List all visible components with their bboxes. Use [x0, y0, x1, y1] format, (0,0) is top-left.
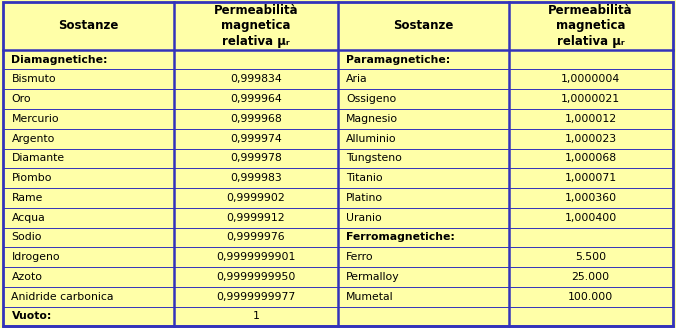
Text: Magnesio: Magnesio: [346, 114, 398, 124]
Text: Uranio: Uranio: [346, 213, 382, 223]
Text: Permeabilità
magnetica
relativa μᵣ: Permeabilità magnetica relativa μᵣ: [548, 4, 633, 48]
Text: 1,000012: 1,000012: [564, 114, 617, 124]
Text: Aria: Aria: [346, 74, 368, 84]
Text: 0,9999902: 0,9999902: [226, 193, 285, 203]
Text: Titanio: Titanio: [346, 173, 383, 183]
Text: Piombo: Piombo: [11, 173, 52, 183]
Text: Azoto: Azoto: [11, 272, 43, 282]
Text: Diamagnetiche:: Diamagnetiche:: [11, 54, 108, 65]
Text: 0,9999999901: 0,9999999901: [216, 252, 295, 262]
Text: 1,000360: 1,000360: [564, 193, 617, 203]
Text: Anidride carbonica: Anidride carbonica: [11, 292, 114, 302]
Text: 1: 1: [253, 312, 260, 321]
Text: Ossigeno: Ossigeno: [346, 94, 396, 104]
Text: 0,999964: 0,999964: [230, 94, 282, 104]
Text: 100.000: 100.000: [568, 292, 613, 302]
Text: Sostanze: Sostanze: [59, 19, 119, 32]
Text: 1,0000004: 1,0000004: [561, 74, 621, 84]
Text: 0,999978: 0,999978: [230, 154, 282, 163]
Text: 0,9999912: 0,9999912: [226, 213, 285, 223]
Text: Platino: Platino: [346, 193, 383, 203]
Text: Permalloy: Permalloy: [346, 272, 400, 282]
Text: Idrogeno: Idrogeno: [11, 252, 60, 262]
Text: Mumetal: Mumetal: [346, 292, 393, 302]
Text: 0,999974: 0,999974: [230, 133, 282, 144]
Text: Permeabilità
magnetica
relativa μᵣ: Permeabilità magnetica relativa μᵣ: [214, 4, 298, 48]
Text: 0,999834: 0,999834: [230, 74, 282, 84]
Text: Oro: Oro: [11, 94, 31, 104]
Text: Diamante: Diamante: [11, 154, 65, 163]
Text: 0,999983: 0,999983: [230, 173, 282, 183]
Text: 1,0000021: 1,0000021: [561, 94, 620, 104]
Text: 25.000: 25.000: [572, 272, 610, 282]
Text: 0,9999976: 0,9999976: [226, 233, 285, 242]
Text: 5.500: 5.500: [575, 252, 606, 262]
Text: 1,000023: 1,000023: [564, 133, 617, 144]
Text: Sodio: Sodio: [11, 233, 42, 242]
Text: Ferro: Ferro: [346, 252, 374, 262]
Text: Tungsteno: Tungsteno: [346, 154, 402, 163]
Text: Rame: Rame: [11, 193, 43, 203]
Text: Argento: Argento: [11, 133, 55, 144]
Text: Vuoto:: Vuoto:: [11, 312, 52, 321]
Text: Mercurio: Mercurio: [11, 114, 59, 124]
Text: 1,000071: 1,000071: [564, 173, 617, 183]
Text: 1,000068: 1,000068: [564, 154, 617, 163]
Text: Paramagnetiche:: Paramagnetiche:: [346, 54, 450, 65]
Text: Acqua: Acqua: [11, 213, 45, 223]
Text: Bismuto: Bismuto: [11, 74, 56, 84]
Text: Alluminio: Alluminio: [346, 133, 397, 144]
Text: 0,999968: 0,999968: [230, 114, 282, 124]
Text: 0,9999999950: 0,9999999950: [216, 272, 295, 282]
Text: 0,9999999977: 0,9999999977: [216, 292, 295, 302]
Text: Ferromagnetiche:: Ferromagnetiche:: [346, 233, 455, 242]
Text: 1,000400: 1,000400: [564, 213, 617, 223]
Text: Sostanze: Sostanze: [393, 19, 454, 32]
